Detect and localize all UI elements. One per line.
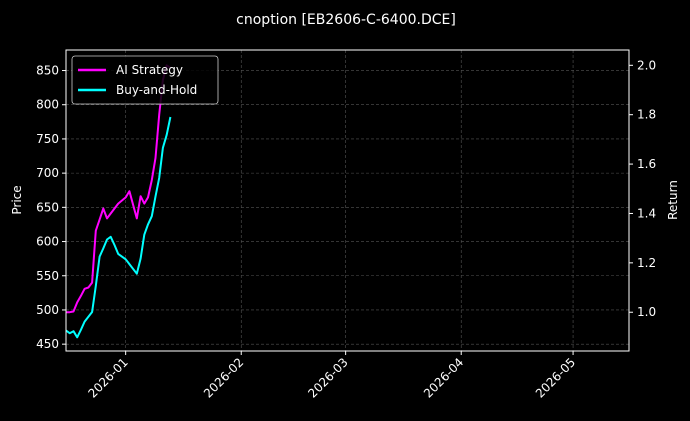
series-line-buy-and-hold xyxy=(65,116,172,339)
series-layer xyxy=(65,64,172,339)
series-line-ai-strategy xyxy=(66,64,171,314)
y2-tick-label: 1.8 xyxy=(637,108,656,122)
plot-frame xyxy=(65,49,630,352)
right-axis: 1.0 1.2 1.4 1.6 1.8 2.0 xyxy=(629,58,656,319)
legend-label-ai-strategy: AI Strategy xyxy=(116,63,183,77)
y2-tick-label: 1.0 xyxy=(637,305,656,319)
y2-tick-label: 1.6 xyxy=(637,157,656,171)
y-axis-label: Price xyxy=(10,185,24,214)
y2-axis-label: Return xyxy=(666,180,680,220)
y2-tick-label: 2.0 xyxy=(637,58,656,72)
y-tick-label: 450 xyxy=(36,337,59,351)
y-tick-label: 550 xyxy=(36,269,59,283)
y-tick-label: 650 xyxy=(36,200,59,214)
y-tick-label: 850 xyxy=(36,64,59,78)
legend: AI Strategy Buy-and-Hold xyxy=(71,55,219,105)
legend-label-buy-and-hold: Buy-and-Hold xyxy=(116,83,197,97)
y-tick-label: 800 xyxy=(36,98,59,112)
chart-title: cnoption [EB2606-C-6400.DCE] xyxy=(236,12,456,28)
grid xyxy=(66,50,629,351)
y-tick-label: 500 xyxy=(36,303,59,317)
y-tick-label: 600 xyxy=(36,235,59,249)
y2-tick-label: 1.2 xyxy=(637,256,656,270)
legend-box xyxy=(71,55,219,105)
y2-tick-label: 1.4 xyxy=(637,206,656,220)
y-tick-label: 750 xyxy=(36,132,59,146)
y-tick-label: 700 xyxy=(36,166,59,180)
left-axis: 450 500 550 600 650 700 750 800 850 xyxy=(36,64,66,351)
